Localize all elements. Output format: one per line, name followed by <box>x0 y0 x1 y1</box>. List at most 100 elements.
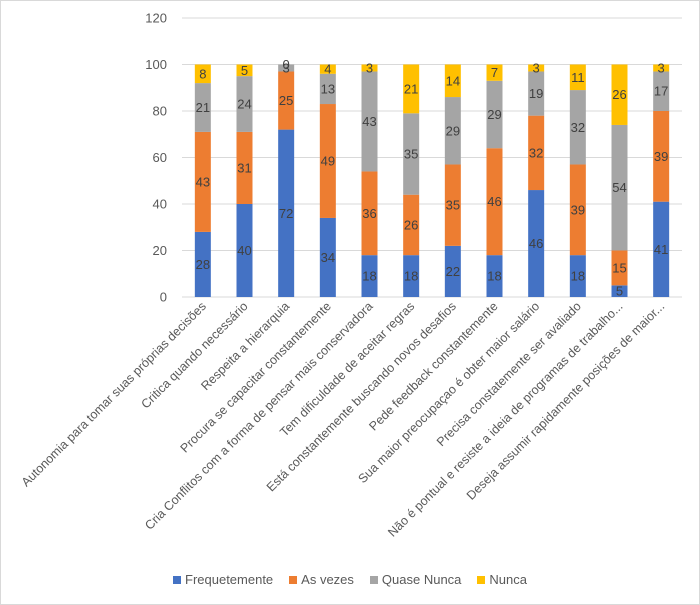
bar-segment-nunca <box>236 64 253 77</box>
bar-segment-frequetemente <box>361 255 378 297</box>
data-label: 26 <box>612 87 626 102</box>
bar-segment-quase-nunca <box>278 64 295 72</box>
data-label: 5 <box>241 63 248 78</box>
data-label: 18 <box>362 269 376 284</box>
data-label: 46 <box>487 194 501 209</box>
bar-segment-quase-nunca <box>403 113 420 195</box>
y-axis-ticks: 0 20 40 60 80 100 120 <box>145 11 167 305</box>
bar-segment-frequetemente <box>611 285 628 297</box>
data-label: 5 <box>616 284 623 299</box>
data-labels: 2843218403124572253034491341836433182635… <box>196 57 669 299</box>
data-label: 18 <box>487 269 501 284</box>
data-label: 29 <box>446 123 460 138</box>
data-label: 14 <box>446 73 460 88</box>
legend-item: As vezes <box>289 572 354 587</box>
data-label: 72 <box>279 206 293 221</box>
bar-segment-quase-nunca <box>569 90 586 165</box>
bar-segment-as-vezes <box>403 194 420 256</box>
gridlines <box>182 17 682 298</box>
data-label: 40 <box>237 243 251 258</box>
data-label: 36 <box>362 206 376 221</box>
legend-swatch <box>369 575 378 584</box>
data-label: 8 <box>199 66 206 81</box>
bar-segment-frequetemente <box>236 204 253 297</box>
data-label: 25 <box>279 93 293 108</box>
bar-segment-quase-nunca <box>319 73 336 105</box>
bar-segment-frequetemente <box>278 129 295 297</box>
bar-segment-frequetemente <box>653 201 670 297</box>
data-label: 21 <box>196 100 210 115</box>
data-label: 26 <box>404 217 418 232</box>
bar-segment-nunca <box>361 64 378 72</box>
bar-segment-nunca <box>653 64 670 72</box>
bar-segment-as-vezes <box>236 131 253 204</box>
data-label: 7 <box>491 65 498 80</box>
bar-segment-quase-nunca <box>653 71 670 111</box>
data-label: 4 <box>324 62 331 77</box>
data-label: 18 <box>404 269 418 284</box>
data-label: 24 <box>237 97 251 112</box>
data-label: 43 <box>196 174 210 189</box>
bar-segment-nunca <box>444 64 461 98</box>
bar-segment-as-vezes <box>486 148 503 256</box>
data-label: 19 <box>529 86 543 101</box>
legend-label: As vezes <box>301 572 354 587</box>
legend-swatch <box>477 575 486 584</box>
bar-segment-quase-nunca <box>486 80 503 149</box>
bar-segment-as-vezes <box>653 111 670 202</box>
data-label: 11 <box>571 70 585 85</box>
bar-segment-frequetemente <box>486 255 503 297</box>
bar-segment-nunca <box>528 64 545 72</box>
category-label: Está constantemente buscando novos desaf… <box>264 299 459 494</box>
data-label: 22 <box>446 264 460 279</box>
bar-segment-nunca <box>319 64 336 74</box>
bar-segment-quase-nunca <box>361 71 378 172</box>
bar-segment-as-vezes <box>611 250 628 286</box>
bar-segment-frequetemente <box>569 255 586 297</box>
bar-segment-quase-nunca <box>611 124 628 251</box>
data-label: 32 <box>529 145 543 160</box>
bar-segment-as-vezes <box>194 131 211 232</box>
data-label: 43 <box>362 114 376 129</box>
y-tick-label: 80 <box>153 104 167 119</box>
bar-segment-as-vezes <box>361 171 378 256</box>
data-label: 13 <box>321 81 335 96</box>
bar-segment-quase-nunca <box>444 97 461 165</box>
bar-segment-as-vezes <box>528 115 545 191</box>
category-label: Procura se capacitar constantemente <box>178 299 334 455</box>
data-label: 39 <box>654 149 668 164</box>
bar-segment-as-vezes <box>319 104 336 218</box>
data-label: 29 <box>487 107 501 122</box>
y-tick-label: 40 <box>153 197 167 212</box>
bar-segment-nunca <box>403 64 420 114</box>
category-labels: Autonomia para tomar suas próprias decis… <box>19 299 668 539</box>
data-label: 3 <box>658 60 665 75</box>
data-label: 18 <box>571 269 585 284</box>
data-label: 28 <box>196 257 210 272</box>
legend-item: Nunca <box>477 572 527 587</box>
data-label: 15 <box>612 260 626 275</box>
bar-segment-frequetemente <box>194 231 211 297</box>
legend-label: Quase Nunca <box>381 572 462 587</box>
bar-segment-as-vezes <box>444 164 461 246</box>
bar-segment-frequetemente <box>444 245 461 297</box>
bar-segment-frequetemente <box>319 217 336 297</box>
legend-label: Frequetemente <box>185 572 274 587</box>
data-label: 39 <box>571 202 585 217</box>
data-label: 46 <box>529 236 543 251</box>
bar-segment-nunca <box>569 64 586 91</box>
bar-segment-frequetemente <box>403 255 420 297</box>
legend-swatch <box>173 575 181 584</box>
legend: Frequetemente As vezes Quase Nunca Nunca <box>0 572 700 587</box>
legend-item: Quase Nunca <box>369 572 462 587</box>
data-label: 3 <box>283 60 290 75</box>
bar-segment-nunca <box>611 64 628 125</box>
data-label: 41 <box>654 242 668 257</box>
data-label: 31 <box>237 160 251 175</box>
category-label: Autonomia para tomar suas próprias decis… <box>19 299 209 489</box>
y-tick-label: 20 <box>153 243 167 258</box>
bar-segment-as-vezes <box>569 164 586 256</box>
data-label: 21 <box>404 81 418 96</box>
y-tick-label: 100 <box>145 57 167 72</box>
